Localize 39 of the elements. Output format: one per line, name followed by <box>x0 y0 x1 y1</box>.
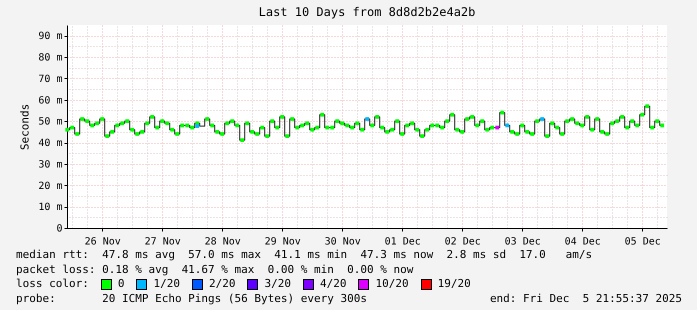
chart-title: Last 10 Days from 8d8d2b2e4a2b <box>258 5 476 19</box>
legend-label: 4/20 <box>320 277 346 292</box>
y-tick-label: 50 m <box>38 116 62 128</box>
legend-label: 1/20 <box>153 277 180 292</box>
x-tick-label: 04 Dec <box>564 236 601 248</box>
point <box>540 117 544 121</box>
x-tick-label: 03 Dec <box>504 236 541 248</box>
text: end: Fri Dec 5 21:55:37 2025 <box>490 292 682 306</box>
x-tick-label: 27 Nov <box>144 236 181 248</box>
y-tick-label: 0 <box>56 224 62 234</box>
point <box>505 124 510 128</box>
x-tick-label: 26 Nov <box>84 236 121 248</box>
legend-label: 3/20 <box>264 277 291 292</box>
text: median rtt: 47.8 ms avg 57.0 ms max 41.1 ms min 47.3 ms now 2.8 ms sd 17.0 am/s <box>16 248 594 262</box>
x-tick-label: 30 Nov <box>324 236 361 248</box>
y-axis-title: Seconds <box>18 104 32 150</box>
y-tick-label: 70 m <box>38 74 62 85</box>
x-tick-label: 02 Dec <box>444 236 481 248</box>
y-tick-label: 10 m <box>38 202 62 214</box>
y-tick-label: 90 m <box>38 31 62 42</box>
legend-label: 0 <box>118 277 124 292</box>
y-tick-label: 60 m <box>38 95 62 106</box>
y-tick-label: 40 m <box>38 138 62 150</box>
x-tick-label: 28 Nov <box>204 236 241 248</box>
legend-label: 10/20 <box>375 277 409 292</box>
y-tick-label: 20 m <box>38 180 62 192</box>
legend-label: 2/20 <box>208 277 236 292</box>
point <box>365 117 370 121</box>
x-tick-label: 05 Dec <box>624 236 661 248</box>
y-tick-label: 80 m <box>38 52 62 64</box>
point <box>195 124 200 128</box>
x-tick-label: 01 Dec <box>384 236 421 248</box>
x-tick-label: 29 Nov <box>264 236 301 248</box>
legend-label: 19/20 <box>438 277 471 292</box>
text: probe: 20 ICMP Echo Pings (56 Bytes) every 300s <box>16 292 367 306</box>
text: packet loss: 0.18 % avg 41.67 % max 0.00 % min 0.00 % now <box>16 262 414 277</box>
legend-title: loss color: <box>16 277 89 292</box>
y-tick-label: 30 m <box>38 159 62 170</box>
point <box>495 126 500 130</box>
